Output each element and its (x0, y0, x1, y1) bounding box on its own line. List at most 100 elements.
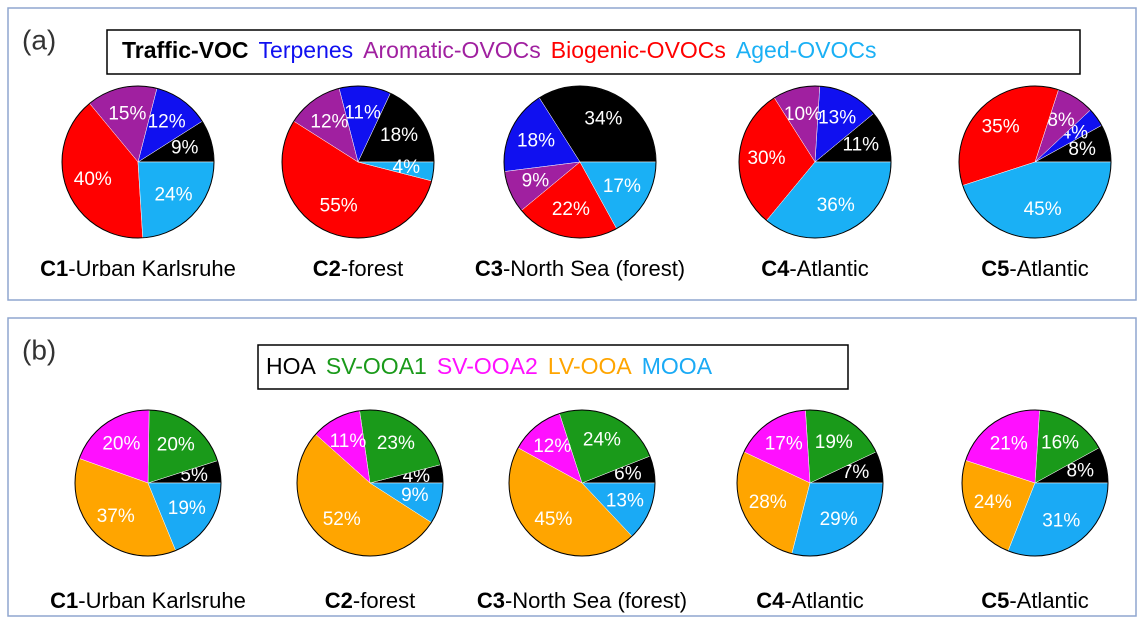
slice-label: 7% (842, 462, 870, 483)
legend-entry: MOOA (642, 353, 713, 379)
pie-outline (503, 85, 657, 239)
slice-label: 20% (102, 434, 140, 455)
pie-outline (508, 409, 656, 557)
slice-label: 28% (749, 492, 787, 513)
slice-label: 8% (1068, 139, 1096, 160)
pie: 34% 18% 9%22% 17% (503, 85, 657, 239)
slice-label: 35% (982, 117, 1020, 138)
pie: 8%4%8%35%45% (958, 85, 1112, 239)
slice-label: 11% (330, 431, 367, 452)
legend-entry: Aged-OVOCs (736, 37, 877, 63)
pie-outline (281, 85, 435, 239)
legend-entry: Traffic-VOC (122, 37, 249, 63)
legend-entry: LV-OOA (548, 353, 633, 379)
pie-label: C1-Urban Karlsruhe (40, 256, 236, 281)
pie-site: -Atlantic (784, 588, 863, 613)
pie: 9% 12%15% 40% 24% (61, 85, 215, 239)
slice-label: 9% (171, 137, 199, 158)
slice-label: 12% (310, 112, 348, 133)
pie-label: C5-Atlantic (981, 256, 1089, 281)
slice-label: 24% (583, 430, 621, 451)
pie-outline (296, 409, 444, 557)
slice-label: 30% (747, 148, 785, 169)
pie-site: -forest (341, 256, 403, 281)
slice-label: 10% (784, 104, 822, 125)
pie: 7% 19% 17% 28% 29% (736, 409, 884, 557)
legend-box (257, 344, 849, 390)
slice-label: 18% (380, 125, 418, 146)
slice-label: 34% (584, 108, 622, 129)
pie: 5%20%20%37% 19% (74, 409, 222, 557)
slice-label: 40% (74, 169, 112, 190)
pie-id: C3 (475, 256, 503, 281)
slice-label: 9% (522, 170, 550, 191)
pie-outline (961, 409, 1109, 557)
panel-label: (b) (22, 334, 56, 365)
slice-label: 52% (323, 509, 361, 530)
slice-label: 9% (401, 485, 429, 506)
slice-label: 31% (1042, 511, 1080, 532)
pie-label: C4-Atlantic (761, 256, 869, 281)
slice-label: 45% (534, 509, 572, 530)
slice-label: 19% (815, 432, 853, 453)
slice-label: 17% (603, 176, 641, 197)
slice-label: 6% (614, 463, 642, 484)
slice-label: 13% (818, 108, 856, 129)
pie: 8% 16% 21% 24% 31% (961, 409, 1109, 557)
pie-label: C2-forest (313, 256, 403, 281)
slice-label: 24% (154, 184, 192, 205)
legend-box (106, 29, 1081, 75)
slice-label: 11% (344, 103, 381, 124)
slice-label: 16% (1041, 433, 1079, 454)
pie: 4%23%11%52%9% (296, 409, 444, 557)
slice-label: 19% (168, 498, 206, 519)
slice-label: 22% (552, 199, 590, 220)
pie-site: -Atlantic (1009, 588, 1088, 613)
legend-entry: Aromatic-OVOCs (363, 37, 541, 63)
pie-id: C4 (761, 256, 790, 281)
pie-id: C4 (756, 588, 785, 613)
slice-label: 37% (97, 506, 135, 527)
slice-label: 24% (974, 492, 1012, 513)
pie-label: C3-North Sea (forest) (477, 588, 687, 613)
pie-id: C1 (40, 256, 68, 281)
slice-label: 20% (157, 434, 195, 455)
pie-id: C5 (981, 588, 1009, 613)
pie-site: -forest (353, 588, 415, 613)
panel-label: (a) (22, 24, 56, 55)
pie-site: -North Sea (forest) (503, 256, 685, 281)
pie: 6% 24% 12% 45% 13% (508, 409, 656, 557)
slice-label: 36% (817, 195, 855, 216)
legend-entry: Terpenes (259, 37, 354, 63)
legend-entry: SV-OOA2 (437, 353, 538, 379)
legend-entry: SV-OOA1 (326, 353, 427, 379)
pie-site: -Atlantic (789, 256, 868, 281)
pie-id: C3 (477, 588, 505, 613)
slice-label: 17% (765, 433, 803, 454)
legend-entry: Biogenic-OVOCs (551, 37, 726, 63)
legend-entry: HOA (266, 353, 317, 379)
slice-label: 23% (377, 433, 415, 454)
slice-label: 15% (108, 104, 146, 125)
pie-site: -Atlantic (1009, 256, 1088, 281)
slice-label: 12% (148, 112, 186, 133)
panel-b-frame (7, 317, 1137, 617)
slice-label: 21% (990, 433, 1028, 454)
pie-outline (958, 85, 1112, 239)
pie-id: C2 (325, 588, 353, 613)
slice-label: 4% (393, 157, 421, 178)
slice-label: 8% (1067, 460, 1095, 481)
pie-outline (738, 85, 892, 239)
pie-outline (61, 85, 215, 239)
slice-label: 55% (320, 196, 358, 217)
pie-label: C2-forest (325, 588, 415, 613)
slice-label: 45% (1024, 199, 1062, 220)
pie: 11% 13%10% 30% 36% (738, 85, 892, 239)
slice-label: 18% (517, 130, 555, 151)
pie-id: C5 (981, 256, 1009, 281)
slice-label: 11% (842, 135, 879, 156)
pie-id: C2 (313, 256, 341, 281)
pie-id: C1 (50, 588, 78, 613)
pie-label: C4-Atlantic (756, 588, 864, 613)
